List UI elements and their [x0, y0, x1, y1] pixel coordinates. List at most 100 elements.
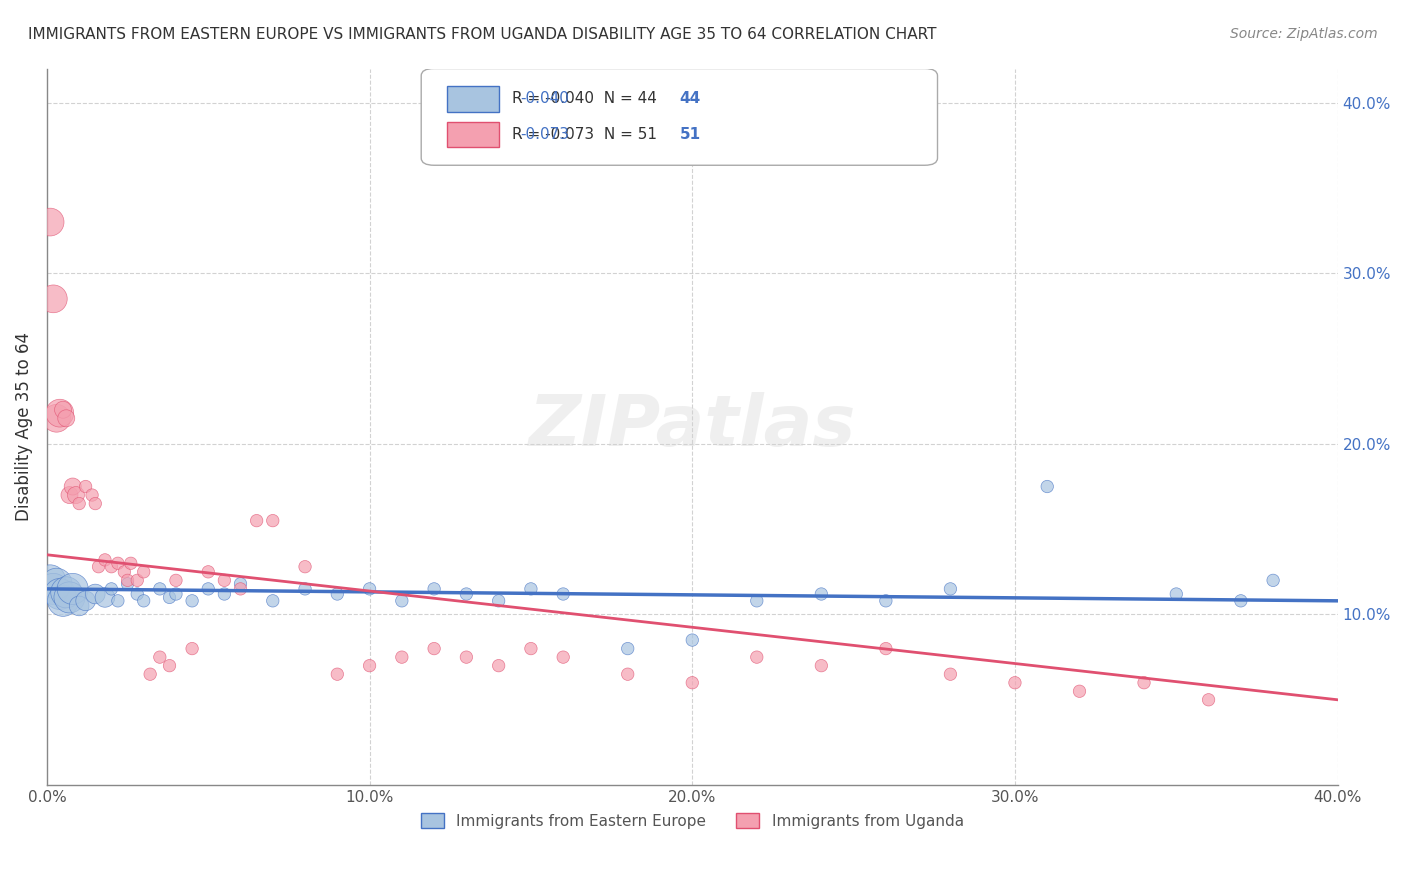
Point	[1004, 675, 1026, 690]
Point	[456, 650, 478, 665]
Point	[65, 488, 87, 502]
Point	[107, 594, 129, 608]
Point	[84, 587, 107, 601]
Point	[127, 574, 149, 588]
Point	[84, 497, 107, 511]
Point	[488, 658, 510, 673]
Point	[49, 406, 72, 420]
Point	[67, 497, 90, 511]
Point	[62, 479, 84, 493]
Text: IMMIGRANTS FROM EASTERN EUROPE VS IMMIGRANTS FROM UGANDA DISABILITY AGE 35 TO 64: IMMIGRANTS FROM EASTERN EUROPE VS IMMIGR…	[28, 27, 936, 42]
Point	[58, 591, 80, 605]
Point	[875, 594, 897, 608]
Point	[80, 488, 103, 502]
Text: 51: 51	[679, 127, 700, 142]
Point	[132, 565, 155, 579]
Point	[616, 641, 638, 656]
Point	[246, 514, 269, 528]
Point	[423, 582, 446, 596]
Point	[149, 650, 172, 665]
Point	[229, 582, 252, 596]
Point	[359, 582, 381, 596]
Point	[42, 582, 65, 596]
Point	[94, 553, 117, 567]
Text: ZIPatlas: ZIPatlas	[529, 392, 856, 461]
Point	[49, 587, 72, 601]
Point	[181, 594, 204, 608]
Point	[520, 641, 543, 656]
Point	[112, 565, 135, 579]
Point	[55, 585, 77, 599]
Point	[262, 514, 284, 528]
Point	[616, 667, 638, 681]
Point	[423, 641, 446, 656]
Point	[100, 582, 122, 596]
Legend: Immigrants from Eastern Europe, Immigrants from Uganda: Immigrants from Eastern Europe, Immigran…	[415, 806, 970, 835]
Point	[326, 587, 349, 601]
Point	[39, 574, 62, 588]
Text: 44: 44	[679, 91, 700, 106]
Point	[681, 675, 703, 690]
Point	[229, 576, 252, 591]
Point	[132, 594, 155, 608]
Point	[45, 411, 67, 425]
Point	[67, 599, 90, 613]
Point	[214, 587, 236, 601]
Point	[939, 667, 962, 681]
Point	[52, 402, 75, 417]
Point	[45, 576, 67, 591]
Point	[117, 576, 139, 591]
Point	[1069, 684, 1091, 698]
FancyBboxPatch shape	[422, 69, 938, 165]
Point	[520, 582, 543, 596]
Point	[39, 215, 62, 229]
Point	[139, 667, 162, 681]
Point	[359, 658, 381, 673]
Point	[94, 591, 117, 605]
Point	[100, 559, 122, 574]
Point	[391, 650, 413, 665]
Point	[52, 594, 75, 608]
Point	[939, 582, 962, 596]
Point	[181, 641, 204, 656]
Point	[1036, 479, 1059, 493]
Point	[62, 582, 84, 596]
Text: -0.073: -0.073	[520, 127, 569, 142]
Point	[488, 594, 510, 608]
Point	[165, 574, 187, 588]
Text: -0.040: -0.040	[520, 91, 569, 106]
Y-axis label: Disability Age 35 to 64: Disability Age 35 to 64	[15, 333, 32, 521]
Point	[456, 587, 478, 601]
Point	[75, 479, 97, 493]
Point	[165, 587, 187, 601]
Point	[326, 667, 349, 681]
Point	[553, 650, 575, 665]
Point	[214, 574, 236, 588]
Point	[87, 559, 110, 574]
Point	[294, 582, 316, 596]
FancyBboxPatch shape	[447, 87, 499, 112]
Point	[875, 641, 897, 656]
Text: R = -0.040  N = 44: R = -0.040 N = 44	[512, 91, 657, 106]
Point	[197, 565, 219, 579]
Point	[810, 658, 832, 673]
Point	[1230, 594, 1253, 608]
Point	[745, 650, 768, 665]
Point	[745, 594, 768, 608]
Point	[120, 556, 142, 570]
Text: R = -0.073  N = 51: R = -0.073 N = 51	[512, 127, 657, 142]
Point	[55, 411, 77, 425]
FancyBboxPatch shape	[447, 122, 499, 147]
Point	[107, 556, 129, 570]
Point	[159, 591, 181, 605]
Point	[810, 587, 832, 601]
Point	[149, 582, 172, 596]
Point	[1166, 587, 1188, 601]
Point	[197, 582, 219, 596]
Point	[1133, 675, 1156, 690]
Point	[75, 594, 97, 608]
Point	[117, 574, 139, 588]
Point	[42, 292, 65, 306]
Point	[553, 587, 575, 601]
Point	[1198, 693, 1220, 707]
